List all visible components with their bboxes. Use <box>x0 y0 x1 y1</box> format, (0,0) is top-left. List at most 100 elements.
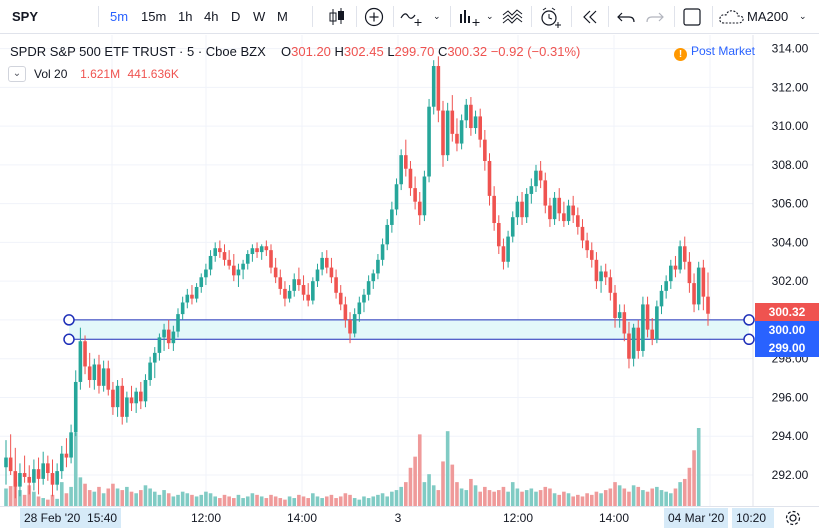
volume-bar <box>496 490 501 506</box>
redo-icon[interactable] <box>642 5 668 29</box>
candle-body <box>129 397 134 404</box>
chart-legend: SPDR S&P 500 ETF TRUST · 5 · Cboe BZX O3… <box>10 44 580 59</box>
interval-1h[interactable]: 1h <box>178 9 193 24</box>
candle-body <box>134 391 138 404</box>
volume-bar <box>631 485 636 506</box>
volume-bar <box>311 493 315 506</box>
interval-d[interactable]: D <box>231 9 241 24</box>
volume-bar <box>190 494 194 506</box>
strategy-icon[interactable] <box>500 5 526 29</box>
candle-body <box>585 240 589 251</box>
volume-bar <box>399 486 403 506</box>
candles-style-icon[interactable] <box>324 5 350 29</box>
volume-bar <box>218 498 222 506</box>
interval-w[interactable]: W <box>253 9 266 24</box>
band-handle <box>63 314 75 326</box>
volume-bar <box>543 486 548 506</box>
volume-bar <box>431 485 436 506</box>
candle-body <box>190 294 194 299</box>
candle-body <box>641 304 645 351</box>
volume-bar <box>232 498 236 506</box>
volume-bar <box>645 491 650 506</box>
range-band <box>69 319 749 340</box>
chevron-down-icon[interactable]: ⌄ <box>433 11 441 21</box>
candle-body <box>589 250 594 260</box>
candle-body <box>87 366 92 381</box>
candle-body <box>278 277 283 289</box>
candle-body <box>515 201 520 218</box>
candle-body <box>431 66 436 107</box>
candle-body <box>185 294 190 303</box>
gear-icon[interactable] <box>782 507 804 529</box>
fullscreen-square-icon[interactable] <box>679 5 705 29</box>
volume-bar <box>413 456 417 506</box>
price-tick-label: 312.00 <box>772 80 809 94</box>
volume-bar <box>143 485 148 506</box>
candle-body <box>566 205 571 222</box>
candle-body <box>125 397 129 417</box>
collapse-legend-button[interactable]: ⌄ <box>8 66 26 82</box>
volume-bar <box>585 493 589 506</box>
volume-bar <box>483 486 487 506</box>
volume-bar <box>659 490 664 506</box>
candle-body <box>357 302 362 315</box>
replay-icon[interactable] <box>577 5 603 29</box>
volume-bar <box>185 493 190 506</box>
candle-body <box>301 285 306 295</box>
volume-bar <box>459 488 464 506</box>
alert-clock-icon[interactable] <box>537 5 563 29</box>
volume-bar <box>287 496 292 506</box>
candle-body <box>78 341 83 382</box>
volume-bar <box>538 490 543 506</box>
candle-body <box>36 469 41 479</box>
interval-4h[interactable]: 4h <box>204 9 219 24</box>
interval-15m[interactable]: 15m <box>141 9 167 24</box>
candle-body <box>366 281 371 295</box>
candle-body <box>548 205 552 220</box>
legend-title: SPDR S&P 500 ETF TRUST · 5 · Cboe BZX <box>10 44 266 59</box>
add-plus-icon[interactable] <box>361 5 387 29</box>
toolbar-divider <box>531 6 532 27</box>
undo-icon[interactable] <box>613 5 639 29</box>
candle-body <box>394 184 399 210</box>
candle-body <box>455 133 459 144</box>
time-axis[interactable] <box>0 506 819 529</box>
symbol-search[interactable]: SPY <box>12 9 39 24</box>
cloud-save-icon[interactable] <box>717 5 747 29</box>
band-handle <box>63 333 75 346</box>
interval-5m[interactable]: 5m <box>110 9 129 24</box>
chevron-down-icon[interactable]: ⌄ <box>799 11 807 21</box>
candle-body <box>506 236 510 262</box>
volume-bar <box>18 490 22 506</box>
volume-bar <box>445 431 450 506</box>
candle-body <box>4 457 8 468</box>
price-label-box <box>755 303 819 321</box>
chevron-down-icon[interactable]: ⌄ <box>486 11 494 21</box>
volume-bar <box>55 498 59 506</box>
price-tick-label: 302.00 <box>772 274 809 288</box>
volume-bar <box>515 488 520 506</box>
price-tick-label: 304.00 <box>772 235 809 249</box>
candle-body <box>334 277 338 293</box>
volume-bar <box>255 494 259 506</box>
candle-body <box>166 329 171 344</box>
indicators-icon[interactable] <box>456 5 482 29</box>
volume-bar <box>36 496 41 506</box>
candle-body <box>669 265 673 282</box>
candle-body <box>445 110 450 156</box>
candle-body <box>320 257 324 270</box>
candle-body <box>627 333 631 359</box>
legend-close-label: C <box>437 44 448 59</box>
layout-name[interactable]: MA200 <box>747 9 789 24</box>
volume-bar <box>64 493 69 506</box>
candle-body <box>469 104 473 129</box>
candle-body <box>631 327 636 359</box>
interval-m[interactable]: M <box>277 9 288 24</box>
volume-bar <box>50 494 55 506</box>
volume-bar <box>520 491 524 506</box>
candle-body <box>417 201 422 216</box>
post-market-badge[interactable]: ! Post Market <box>674 44 755 61</box>
candle-body <box>696 267 701 305</box>
compare-add-icon[interactable] <box>398 5 424 29</box>
